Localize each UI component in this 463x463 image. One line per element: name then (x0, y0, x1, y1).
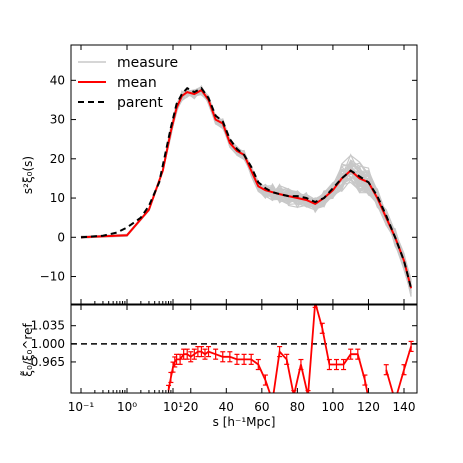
legend-label-parent: parent (117, 95, 163, 111)
top-series (80, 86, 413, 289)
x-tick-label: 140 (393, 400, 416, 414)
bottom-panel-frame (70, 304, 418, 394)
y-tick-label: 10 (50, 191, 65, 205)
top-ylabel: s²ξ₀(s) (21, 156, 35, 194)
y-tick-label: 0.965 (31, 355, 65, 369)
mean-line (80, 88, 413, 289)
measure-lines (80, 85, 412, 297)
parent-line (80, 86, 413, 289)
y-tick-label: 20 (50, 152, 65, 166)
top-axis-ticks: −10 0 10 20 30 40 (40, 73, 417, 284)
x-tick-label: 10⁻¹ (68, 400, 95, 414)
legend-label-mean: mean (117, 75, 157, 91)
ratio-line (385, 346, 412, 393)
y-tick-label: 30 (50, 113, 65, 127)
legend: measure mean parent (78, 55, 178, 111)
y-tick-label: 0 (57, 230, 65, 244)
x-tick-label: 10¹ (163, 400, 183, 414)
measure-line (80, 85, 412, 297)
measure-line (80, 92, 412, 291)
x-tick-label: 10⁰ (117, 400, 137, 414)
x-tick-label: 60 (254, 400, 269, 414)
measure-line (80, 87, 412, 288)
legend-label-measure: measure (117, 55, 178, 71)
y-tick-label: −10 (40, 270, 65, 284)
measure-line (80, 88, 412, 295)
y-tick-label: 1.035 (31, 319, 65, 333)
y-tick-label: 1.000 (31, 337, 65, 351)
x-tick-label: 100 (321, 400, 344, 414)
x-tick-label: 120 (357, 400, 380, 414)
top-panel-frame (70, 44, 418, 305)
measure-line (80, 92, 412, 294)
bottom-series (71, 305, 417, 393)
x-tick-label: 20 (183, 400, 198, 414)
x-tick-label: 80 (290, 400, 305, 414)
x-tick-label: 40 (219, 400, 234, 414)
x-axis-label: s [h⁻¹Mpc] (213, 415, 276, 429)
y-tick-label: 40 (50, 73, 65, 87)
bottom-ylabel: ξ̃₀/ξ₀^ref (20, 323, 35, 377)
